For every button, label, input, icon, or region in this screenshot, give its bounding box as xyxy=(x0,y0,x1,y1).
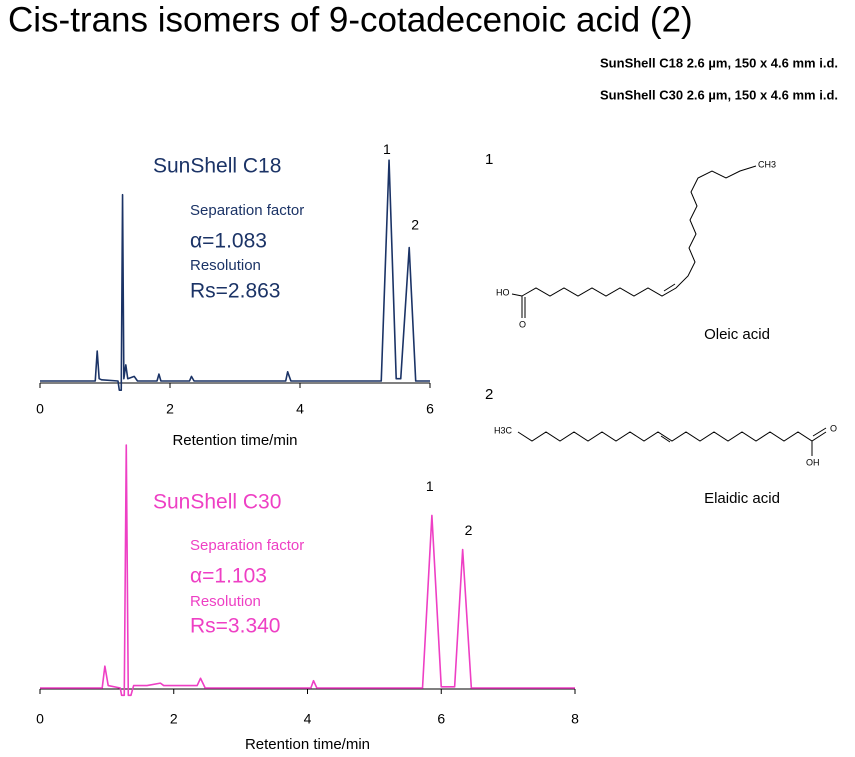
atom: O xyxy=(830,423,837,433)
trace xyxy=(40,159,430,391)
peak-label: 2 xyxy=(411,216,419,232)
trace xyxy=(40,444,575,697)
label: Resolution xyxy=(190,257,261,274)
label: Resolution xyxy=(190,593,261,610)
column-label: SunShell C30 xyxy=(153,491,281,514)
x-tick-label: 2 xyxy=(170,711,178,727)
column-label: SunShell C18 xyxy=(153,155,281,178)
x-tick-label: 8 xyxy=(571,711,579,727)
peak-label: 1 xyxy=(383,141,391,157)
annotations: SunShell C30 Separation factor α=1.103 R… xyxy=(153,491,304,638)
column-info: SunShell C18 2.6 µm, 150 x 4.6 mm i.d. xyxy=(600,55,838,70)
structure-number: 1 xyxy=(485,151,493,168)
bond xyxy=(660,435,671,443)
x-tick-label: 6 xyxy=(426,401,434,417)
bond xyxy=(812,427,827,437)
title: Cis-trans isomers of 9-cotadecenoic acid… xyxy=(8,0,693,39)
atom: O xyxy=(519,319,526,329)
bond xyxy=(521,165,757,297)
x-tick-label: 6 xyxy=(437,711,445,727)
annotations: SunShell C18 Separation factor α=1.083 R… xyxy=(153,155,304,303)
x-tick-label: 4 xyxy=(296,401,304,417)
bond xyxy=(517,431,827,442)
atom: OH xyxy=(806,457,820,467)
rs: Rs=2.863 xyxy=(190,280,280,303)
x-axis-title: Retention time/min xyxy=(172,432,297,449)
atom: CH3 xyxy=(758,159,776,169)
bond xyxy=(663,283,676,292)
label: Separation factor xyxy=(190,537,304,554)
label: Separation factor xyxy=(190,202,304,219)
structure-name: Elaidic acid xyxy=(704,490,780,507)
atom: H3C xyxy=(494,425,513,435)
peak-label: 1 xyxy=(426,478,434,494)
column-info: SunShell C30 2.6 µm, 150 x 4.6 mm i.d. xyxy=(600,87,838,102)
x-tick-label: 4 xyxy=(304,711,312,727)
x-tick-label: 2 xyxy=(166,401,174,417)
x-axis-title: Retention time/min xyxy=(245,736,370,753)
alpha: α=1.083 xyxy=(190,230,267,253)
peak-label: 2 xyxy=(465,522,473,538)
x-tick-label: 0 xyxy=(36,401,44,417)
structure-number: 2 xyxy=(485,386,493,403)
atom: HO xyxy=(496,287,510,297)
alpha: α=1.103 xyxy=(190,565,267,588)
structure-name: Oleic acid xyxy=(704,326,770,343)
bond xyxy=(511,293,523,297)
x-tick-label: 0 xyxy=(36,711,44,727)
rs: Rs=3.340 xyxy=(190,615,280,638)
